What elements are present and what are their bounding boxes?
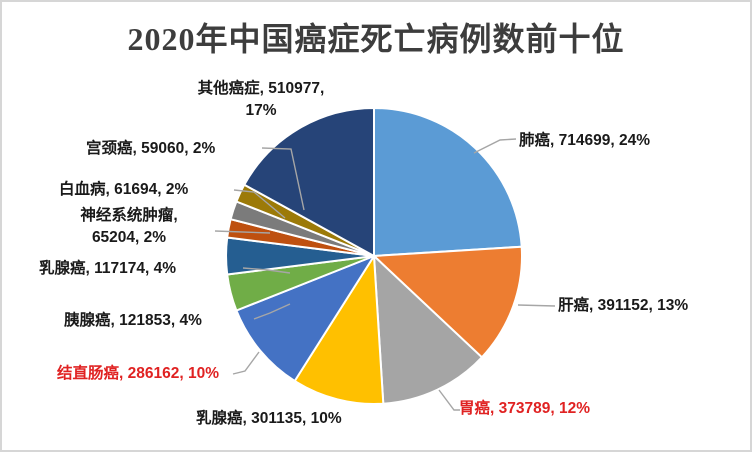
pie-slice-colorectal-cancer	[235, 255, 375, 382]
leader-line-liver-cancer	[517, 304, 556, 307]
pie-label-pancreatic-cancer: 胰腺癌, 121853, 4%	[64, 312, 202, 329]
pie-slice-other-cancers	[243, 107, 375, 257]
pie-label-breast-cancer-b: 乳腺癌, 301135, 10%	[196, 410, 342, 427]
pie-slice-lung-cancer	[373, 107, 523, 257]
pie-label-lung-cancer: 肺癌, 714699, 24%	[519, 132, 650, 149]
pie-label-leukemia: 白血病, 61694, 2%	[59, 181, 189, 198]
pie-slice-breast-cancer-b	[293, 255, 385, 405]
pie-label-breast-cancer-a: 乳腺癌, 117174, 4%	[39, 260, 176, 277]
pie-slice-stomach-cancer	[373, 255, 483, 405]
pie-label-stomach-cancer: 胃癌, 373789, 12%	[459, 400, 590, 417]
pie-label-cervical-cancer: 宫颈癌, 59060, 2%	[86, 140, 216, 157]
leader-line-pancreatic-cancer	[253, 303, 291, 320]
leader-line-colorectal-cancer	[232, 351, 260, 375]
leader-line-breast-cancer-a	[242, 267, 291, 274]
leader-line-lung-cancer	[473, 138, 517, 154]
leader-line-stomach-cancer	[438, 389, 460, 411]
pie-label-liver-cancer: 肝癌, 391152, 13%	[558, 297, 689, 314]
leader-line-leukemia	[233, 189, 286, 219]
leader-line-nervous-system-tumor	[214, 230, 271, 234]
pie-label-other-cancers: 其他癌症, 510977, 17%	[197, 80, 325, 119]
chart-title: 2020年中国癌症死亡病例数前十位	[127, 21, 625, 57]
pie-label-colorectal-cancer: 结直肠癌, 286162, 10%	[57, 365, 219, 382]
pie-slice-liver-cancer	[373, 245, 523, 359]
pie-label-nervous-system-tumor: 神经系统肿瘤, 65204, 2%	[80, 207, 178, 246]
leader-line-cervical-cancer	[261, 147, 305, 211]
